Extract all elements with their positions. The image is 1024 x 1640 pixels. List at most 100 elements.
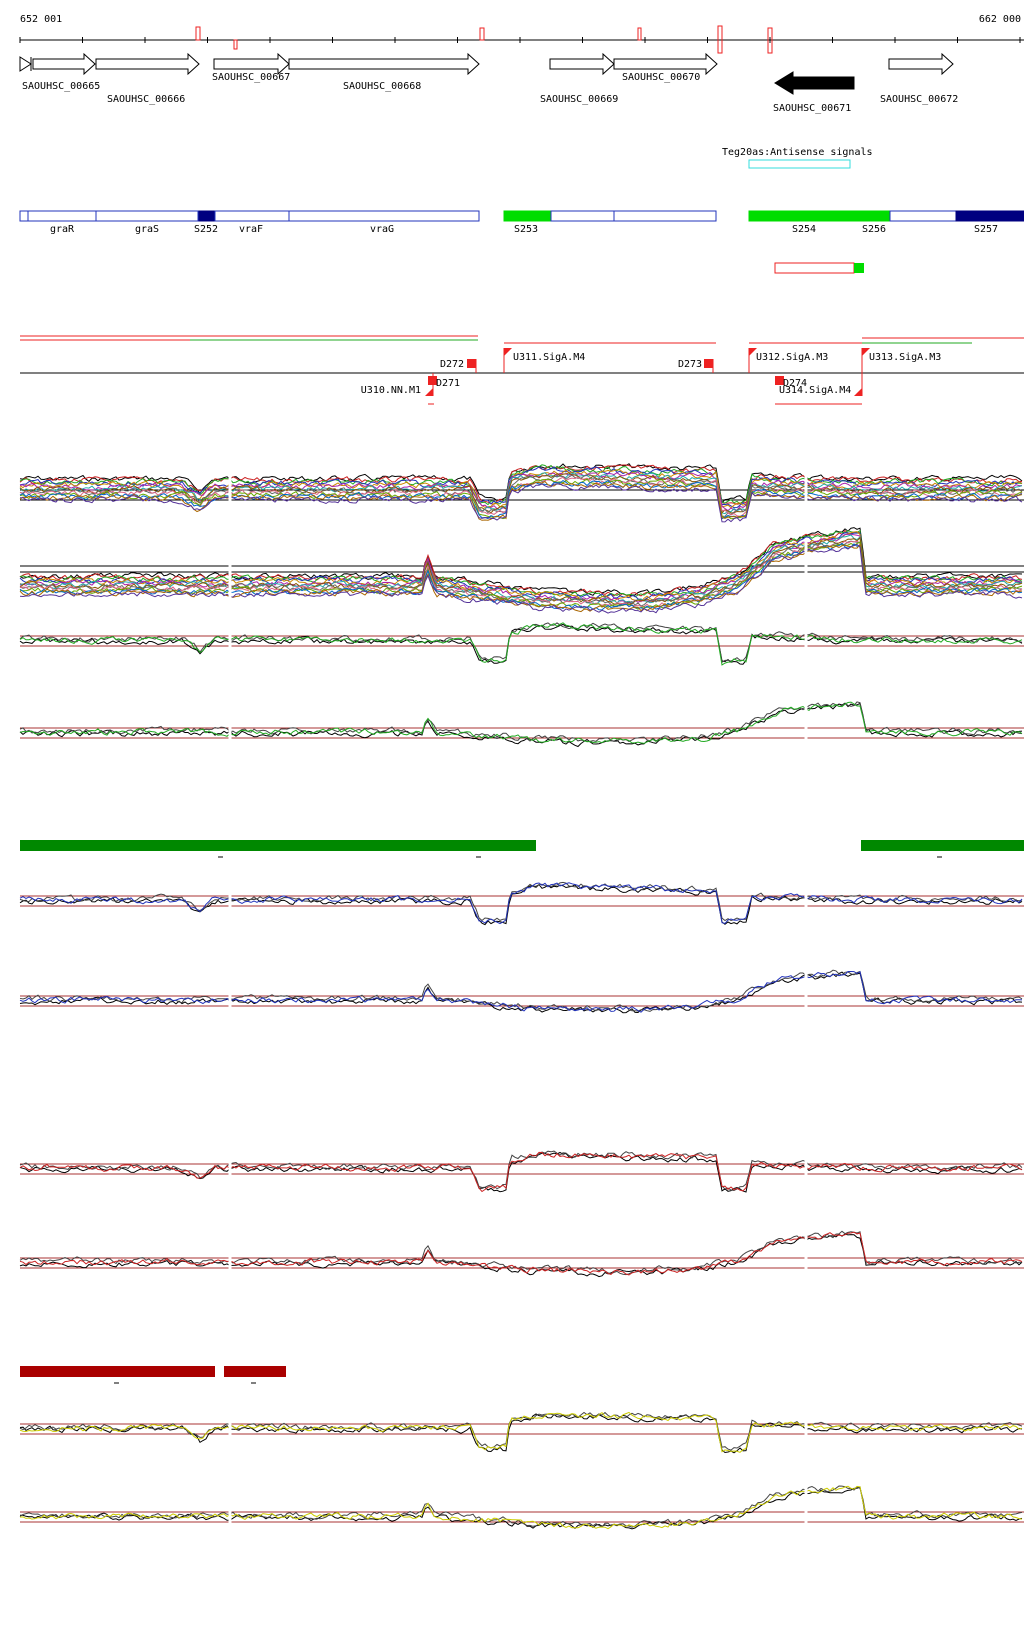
coordinate-ruler: 652 001 662 000: [19, 14, 1024, 54]
segment-label-vraG: vraG: [370, 224, 394, 235]
segment-unnamed[interactable]: [550, 210, 615, 222]
multi-track-strand-1: [19, 463, 1024, 523]
ruler-marker: [195, 26, 201, 41]
segment-unnamed[interactable]: [613, 210, 717, 222]
green-condition-bars: [20, 840, 1024, 858]
ruler-marker: [233, 39, 238, 50]
condition-bar[interactable]: [224, 1366, 286, 1377]
antisense-box[interactable]: [748, 159, 851, 169]
gene-label: SAOUHSC_00667: [212, 72, 290, 83]
upshift-flag[interactable]: [749, 348, 757, 356]
gene-arrow-SAOUHSC_00668[interactable]: SAOUHSC_00668: [288, 52, 480, 92]
coord-end-label: 662 000: [979, 14, 1021, 25]
segment-S254[interactable]: [748, 210, 891, 222]
downshift-D272[interactable]: D272: [440, 359, 477, 373]
condition-bar[interactable]: [20, 840, 536, 851]
control-trace: [19, 1486, 1023, 1530]
control-trace: [19, 1233, 1023, 1278]
multi-trace: [19, 531, 1023, 603]
gene-arrow-SAOUHSC_00671[interactable]: SAOUHSC_00671: [773, 71, 855, 114]
feature-fill-green[interactable]: [854, 263, 864, 273]
green-track-strand-1: [19, 600, 1024, 680]
gene-label: SAOUHSC_00670: [622, 72, 700, 83]
gene-arrow-SAOUHSC_00670[interactable]: SAOUHSC_00670: [613, 52, 718, 83]
downshift-marker[interactable]: [775, 376, 784, 385]
multi-trace: [19, 474, 1023, 517]
downshift-marker[interactable]: [428, 376, 437, 385]
segment-S253[interactable]: [503, 210, 552, 222]
gene-arrow-SAOUHSC_00665[interactable]: SAOUHSC_00665: [22, 52, 100, 92]
segment-vraG[interactable]: [288, 210, 480, 222]
upshift-flag[interactable]: [862, 348, 870, 356]
segment-graS[interactable]: [95, 210, 199, 222]
feature-outline-red[interactable]: [774, 262, 855, 274]
gene-arrow-shape[interactable]: [213, 52, 290, 76]
gene-arrow-shape[interactable]: [888, 52, 954, 76]
control-trace: [19, 1151, 1023, 1193]
breakpoint-track: U311.SigA.M4 U312.SigA.M3 U313.SigA.M3 U…: [20, 335, 1024, 405]
upshift-flag[interactable]: [854, 388, 862, 396]
antisense-track: Teg20as:Antisense signals: [722, 147, 873, 169]
multi-trace: [19, 527, 1023, 597]
control-trace: [19, 1485, 1023, 1528]
segment-S256[interactable]: [889, 210, 957, 222]
control-trace: [19, 969, 1023, 1012]
condition-bar[interactable]: [20, 1366, 215, 1377]
upshift-U313[interactable]: U313.SigA.M3: [861, 348, 941, 373]
gene-arrow-shape[interactable]: [613, 52, 718, 76]
gene-arrow-shape[interactable]: [549, 52, 615, 76]
gene-arrow-SAOUHSC_00672[interactable]: SAOUHSC_00672: [880, 52, 958, 105]
gene-arrow-SAOUHSC_00669[interactable]: SAOUHSC_00669: [540, 52, 618, 105]
downshift-D271[interactable]: D271: [428, 376, 460, 389]
upshift-U314[interactable]: U314.SigA.M4: [775, 373, 863, 405]
green-track-strand-2: [19, 692, 1024, 772]
gene-arrow-shape[interactable]: [774, 71, 855, 95]
yellow-track-strand-2: [19, 1476, 1024, 1556]
condition-trace: [19, 1151, 1023, 1193]
segment-graR[interactable]: [27, 210, 97, 222]
gene-arrow-shape[interactable]: [288, 52, 480, 76]
segment-label-S252: S252: [194, 224, 218, 235]
upshift-U312[interactable]: U312.SigA.M3: [748, 348, 828, 373]
downshift-marker[interactable]: [704, 359, 713, 368]
upshift-flag[interactable]: [425, 388, 433, 396]
downshift-D274[interactable]: D274: [775, 376, 807, 389]
gene-label: SAOUHSC_00671: [773, 103, 851, 114]
condition-trace: [19, 1411, 1023, 1453]
gene-arrow-SAOUHSC_00666[interactable]: SAOUHSC_00666: [95, 52, 200, 105]
ruler-marker: [637, 27, 642, 41]
upshift-label: U310.NN.M1: [361, 385, 421, 396]
multi-trace: [19, 480, 1023, 521]
upshift-U311[interactable]: U311.SigA.M4: [503, 348, 585, 373]
control-trace: [19, 1150, 1023, 1192]
gene-track: SAOUHSC_00665 SAOUHSC_00666 SAOUHSC_0066…: [19, 52, 958, 114]
gene-arrow-shape[interactable]: [95, 52, 200, 76]
gene-arrow-SAOUHSC_00667[interactable]: SAOUHSC_00667: [212, 52, 290, 83]
segment-label-S253: S253: [514, 224, 538, 235]
multi-trace: [19, 540, 1023, 609]
ruler-red-markers: [195, 25, 773, 54]
gene-label: SAOUHSC_00669: [540, 94, 618, 105]
segment-label-graS: graS: [135, 224, 159, 235]
gene-arrow-shape[interactable]: [32, 52, 96, 76]
segment-label-vraF: vraF: [239, 224, 263, 235]
downshift-marker[interactable]: [467, 359, 476, 368]
upshift-U310[interactable]: U310.NN.M1: [361, 373, 434, 405]
segment-vraF[interactable]: [214, 210, 290, 222]
red-track-strand-2: [19, 1222, 1024, 1302]
upshift-flag[interactable]: [504, 348, 512, 356]
ruler-marker: [717, 25, 723, 54]
segment-S257[interactable]: [955, 210, 1024, 222]
gene-label: SAOUHSC_00668: [343, 81, 421, 92]
segment-S252[interactable]: [198, 210, 216, 222]
upshift-label: U311.SigA.M4: [513, 352, 585, 363]
antisense-label: Teg20as:Antisense signals: [722, 147, 873, 158]
multi-trace: [19, 532, 1023, 601]
multi-trace: [19, 471, 1022, 512]
multi-track-strand-2: [19, 527, 1024, 614]
condition-bar[interactable]: [861, 840, 1024, 851]
downshift-D273[interactable]: D273: [678, 359, 714, 373]
gene-label: SAOUHSC_00665: [22, 81, 100, 92]
coord-start-label: 652 001: [20, 14, 62, 25]
gene-label: SAOUHSC_00672: [880, 94, 958, 105]
